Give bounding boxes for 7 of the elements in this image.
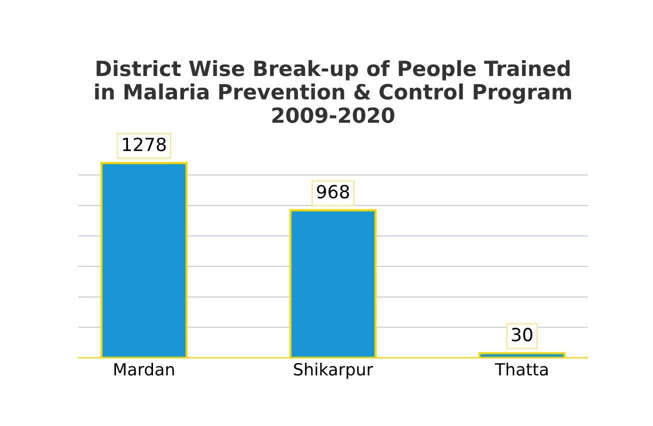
x-tick-label: Mardan <box>114 362 174 376</box>
data-label: 1278 <box>123 138 166 152</box>
x-tick-label: Shikarpur <box>294 362 374 379</box>
data-label: 968 <box>316 184 350 199</box>
x-tick-label: Thatta <box>494 362 548 376</box>
data-label: 30 <box>512 328 532 342</box>
chart-title: District Wise Break-up of People Trained in Malaria Prevention & Control Program 2009-2020 <box>95 60 572 124</box>
